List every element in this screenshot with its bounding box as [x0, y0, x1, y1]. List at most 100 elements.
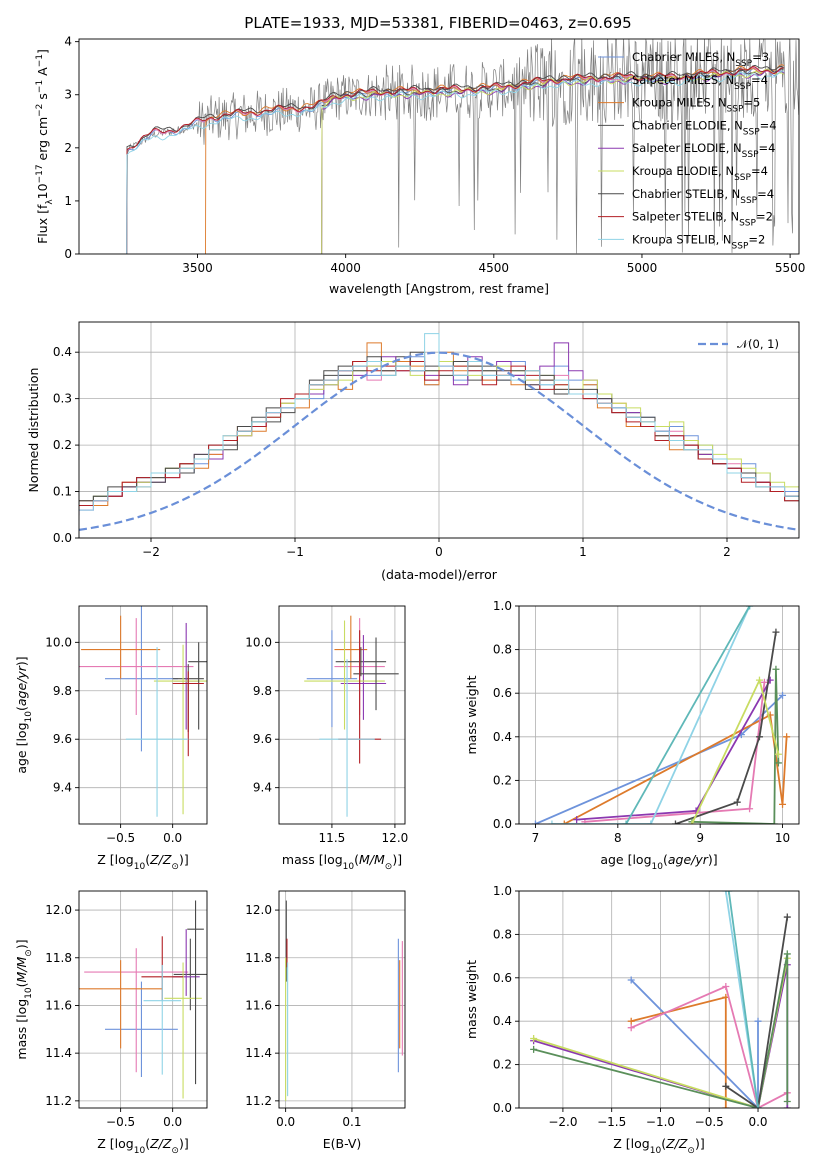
- weight-vs-z-ticks: −2.0 −1.5 −1.0 −0.5 0.0 0.0 0.2 0.4 0.6 0.8 1.0: [493, 884, 800, 1129]
- spectrum-xlabel: wavelength [Angstrom, rest frame]: [329, 281, 549, 296]
- weight-line: [630, 979, 759, 1108]
- legend-entry: 𝒩(0, 1): [737, 337, 779, 351]
- spectrum-ytick-label: 1: [64, 194, 72, 208]
- age-vs-mass-ytick-label: 10.0: [245, 635, 272, 649]
- weight-vs-z-ytick-label: 0.6: [493, 971, 512, 985]
- mass-vs-z-ytick-label: 11.4: [45, 1046, 72, 1060]
- weight-marker: [530, 1045, 538, 1053]
- weight-line: [551, 606, 751, 824]
- spectrum-frame: [78, 38, 800, 255]
- weight-marker: [754, 1104, 762, 1108]
- residuals-plot: [79, 333, 799, 531]
- weight-vs-age-axes: [519, 605, 799, 825]
- weight-vs-age-ylabel: mass weight: [464, 675, 479, 754]
- mass-vs-z-ytick-label: 11.6: [45, 998, 72, 1012]
- age-vs-mass-ytick-label: 9.8: [253, 684, 272, 698]
- weight-vs-age-plot: [531, 606, 791, 824]
- legend-entry: Kroupa ELODIE, NSSP=4: [632, 164, 768, 183]
- age-vs-mass-axes: [279, 606, 405, 824]
- residuals-ytick-label: 0.1: [53, 485, 72, 499]
- weight-marker: [647, 820, 655, 824]
- weight-vs-z-axes: [519, 890, 799, 1109]
- model-spectrum-line: [321, 68, 785, 254]
- age-vs-z-ticks: −0.5 0.0 9.4 9.6 9.8 10.0: [45, 605, 208, 845]
- legend-entry: Salpeter MILES, NSSP=4: [632, 73, 768, 92]
- mass-vs-z-xlabel: Z [log10(Z/Z⊙)]: [97, 1136, 188, 1156]
- weight-vs-age-ytick-label: 0.6: [493, 686, 512, 700]
- weight-marker: [755, 733, 763, 741]
- weight-marker: [722, 1082, 730, 1090]
- histogram-step: [79, 333, 799, 511]
- mass-vs-z-ytick-label: 11.2: [45, 1094, 72, 1108]
- weight-marker: [548, 820, 556, 824]
- mass-vs-z-plot: [79, 900, 207, 1099]
- age-vs-z-xlabel: Z [log10(Z/Z⊙)]: [97, 852, 188, 872]
- model-spectrum-line: [126, 64, 784, 254]
- age-vs-mass-xtick-label: 12.0: [382, 831, 409, 845]
- age-vs-z-ytick-label: 9.4: [53, 781, 72, 795]
- spectrum-ytick-label: 2: [64, 141, 72, 155]
- age-vs-mass-ytick-label: 9.4: [253, 781, 272, 795]
- mass-vs-ebv-axes: [279, 891, 405, 1108]
- age-vs-mass-ticks: 11.5 12.0 9.4 9.6 9.8 10.0: [245, 605, 409, 845]
- weight-vs-age-xtick-label: 7: [532, 831, 540, 845]
- age-vs-z-xtick-label: −0.5: [106, 831, 135, 845]
- weight-marker: [783, 950, 791, 958]
- residuals-ticks: −2 −1 0 1 2 0.0 0.1 0.2 0.3 0.4: [53, 321, 800, 559]
- weight-marker: [770, 820, 778, 824]
- weight-marker: [688, 820, 696, 824]
- mass-vs-ebv-ytick-label: 11.4: [245, 1046, 272, 1060]
- model-spectrum-line: [126, 67, 784, 254]
- weight-vs-age-ytick-label: 0.8: [493, 643, 512, 657]
- spectrum-ytick-label: 4: [64, 35, 72, 49]
- weight-vs-age-xtick-label: 9: [696, 831, 704, 845]
- chart-layer: 3500 4000 4500 5000 5500 0 1 2 3 4 wavelength [Ang…: [14, 35, 806, 1156]
- spectrum-plot: [89, 39, 799, 254]
- spectrum-xtick-label: 5500: [775, 261, 806, 275]
- mass-vs-ebv-ytick-label: 11.8: [245, 951, 272, 965]
- spectrum-ylabel: Flux [fλ10−17 erg cm−2 s−1 A−1]: [35, 49, 55, 244]
- weight-marker: [779, 800, 787, 808]
- weight-marker: [733, 798, 741, 806]
- weight-vs-age-frame: [518, 605, 800, 825]
- weight-marker: [772, 628, 780, 636]
- model-spectrum-line: [126, 70, 784, 254]
- weight-marker: [725, 891, 733, 895]
- weight-vs-age-ytick-label: 1.0: [493, 599, 512, 613]
- weight-vs-z-ytick-label: 0.4: [493, 1014, 512, 1028]
- mass-vs-z-ylabel: mass [log10(M/M⊙)]: [14, 939, 34, 1059]
- residuals-xtick-label: −1: [286, 545, 304, 559]
- weight-line: [691, 669, 780, 824]
- weight-vs-z-ytick-label: 0.0: [493, 1101, 512, 1115]
- spectrum-legend: Chabrier MILES, NSSP=3 Salpeter MILES, NS…: [598, 50, 777, 251]
- mass-vs-z-xtick-label: −0.5: [106, 1115, 135, 1129]
- weight-line: [563, 713, 788, 824]
- legend-entry: Chabrier MILES, NSSP=3: [632, 50, 769, 69]
- age-vs-z-xtick-label: 0.0: [163, 831, 182, 845]
- weight-marker: [722, 891, 730, 895]
- mass-vs-z-ytick-label: 11.8: [45, 951, 72, 965]
- age-vs-mass-frame: [278, 605, 406, 825]
- spectrum-xtick-label: 3500: [182, 261, 213, 275]
- residuals-xtick-label: 0: [435, 545, 443, 559]
- weight-vs-z-xtick-label: −2.0: [548, 1115, 577, 1129]
- weight-vs-z-plot: [530, 891, 791, 1108]
- age-vs-z-ytick-label: 9.6: [53, 732, 72, 746]
- weight-vs-z-ytick-label: 0.8: [493, 927, 512, 941]
- weight-marker: [531, 820, 539, 824]
- mass-vs-ebv-ytick-label: 11.6: [245, 998, 272, 1012]
- weight-line: [533, 953, 789, 1108]
- mass-vs-ebv-plot: [285, 900, 403, 1101]
- residuals-xlabel: (data-model)/error: [381, 567, 498, 582]
- age-vs-z-frame: [78, 605, 208, 825]
- weight-vs-z-ytick-label: 1.0: [493, 884, 512, 898]
- weight-vs-age-ytick-label: 0.0: [493, 817, 512, 831]
- weight-vs-z-xlabel: Z [log10(Z/Z⊙)]: [613, 1136, 704, 1156]
- weight-line: [630, 985, 788, 1108]
- age-vs-mass-xtick-label: 11.5: [319, 831, 346, 845]
- weight-vs-age-ytick-label: 0.2: [493, 773, 512, 787]
- weight-vs-z-xtick-label: −1.5: [597, 1115, 626, 1129]
- residuals-xtick-label: 2: [723, 545, 731, 559]
- weight-marker: [783, 913, 791, 921]
